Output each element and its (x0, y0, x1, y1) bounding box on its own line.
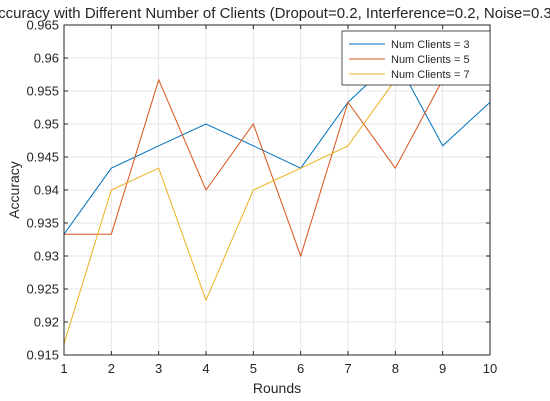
x-axis-ticks: 1 2 3 4 5 6 7 8 9 10 (60, 25, 497, 376)
x-tick-label: 6 (297, 361, 304, 376)
y-tick-label: 0.945 (26, 150, 59, 165)
y-tick-label: 0.92 (34, 315, 59, 330)
legend-label-1: Num Clients = 3 (391, 39, 470, 51)
chart-title: Accuracy with Different Number of Client… (0, 5, 550, 22)
x-tick-label: 7 (344, 361, 351, 376)
y-tick-label: 0.965 (26, 18, 59, 33)
series-line-2 (64, 78, 490, 258)
legend-box (341, 30, 491, 86)
y-tick-label: 0.93 (34, 249, 59, 264)
legend-label-2: Num Clients = 5 (391, 54, 470, 66)
y-tick-label: 0.925 (26, 282, 59, 297)
x-tick-label: 3 (155, 361, 162, 376)
x-tick-label: 8 (392, 361, 399, 376)
y-tick-label: 0.955 (26, 84, 59, 99)
y-tick-label: 0.915 (26, 348, 59, 363)
y-tick-label: 0.935 (26, 216, 59, 231)
x-tick-label: 1 (60, 361, 67, 376)
y-tick-label: 0.96 (34, 51, 59, 66)
x-tick-label: 4 (202, 361, 209, 376)
legend-label-3: Num Clients = 7 (391, 69, 470, 81)
y-tick-label: 0.94 (34, 183, 59, 198)
x-tick-label: 10 (483, 361, 497, 376)
x-tick-label: 9 (439, 361, 446, 376)
y-tick-label: 0.95 (34, 117, 59, 132)
x-tick-label: 2 (108, 361, 115, 376)
legend: Num Clients = 3 Num Clients = 5 Num Client… (341, 30, 491, 86)
y-axis-label: Accuracy (6, 161, 22, 219)
x-axis-label: Rounds (253, 380, 301, 396)
x-tick-label: 5 (250, 361, 257, 376)
y-axis-ticks: 0.915 0.92 0.925 0.93 0.935 0.94 0.945 0.95 0.95… (26, 18, 490, 363)
